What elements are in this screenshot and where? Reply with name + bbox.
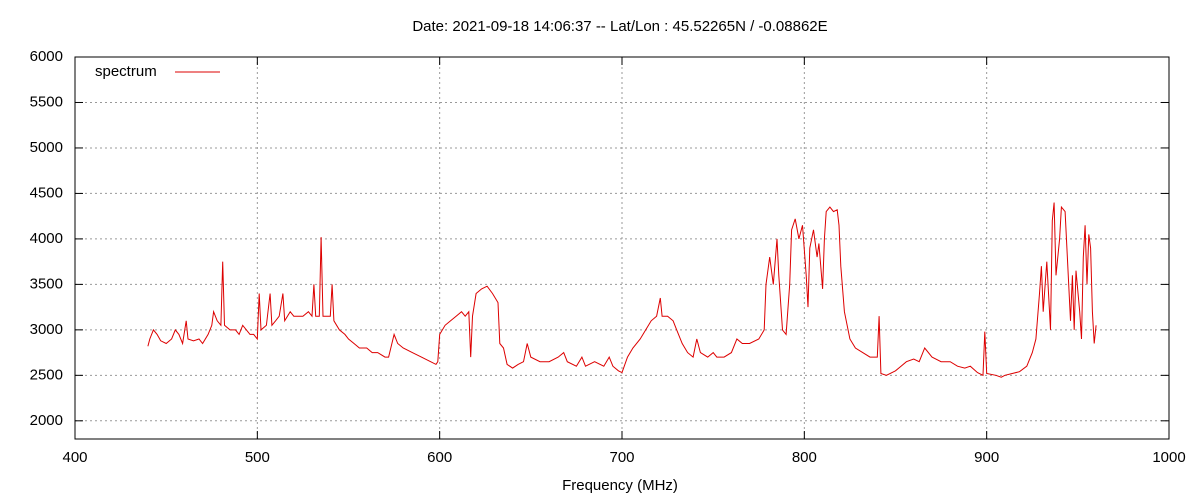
x-tick-label: 600 [427,449,452,466]
y-tick-label: 2500 [30,366,63,383]
legend-label: spectrum [95,63,157,80]
x-tick-label: 700 [609,449,634,466]
y-tick-label: 3500 [30,275,63,292]
x-tick-label: 900 [974,449,999,466]
y-tick-label: 5500 [30,93,63,110]
y-tick-label: 4000 [30,230,63,247]
y-tick-label: 5000 [30,139,63,156]
plot-border [74,56,1170,440]
x-tick-label: 500 [245,449,270,466]
x-tick-label: 400 [62,449,87,466]
chart-title: Date: 2021-09-18 14:06:37 -- Lat/Lon : 4… [412,18,827,35]
x-axis-label: Frequency (MHz) [562,477,678,494]
y-tick-label: 3000 [30,321,63,338]
series-line [147,202,1097,378]
y-tick-label: 4500 [30,184,63,201]
y-tick-label: 6000 [30,48,63,65]
x-tick-label: 800 [792,449,817,466]
y-tick-label: 2000 [30,412,63,429]
x-tick-label: 1000 [1152,449,1185,466]
